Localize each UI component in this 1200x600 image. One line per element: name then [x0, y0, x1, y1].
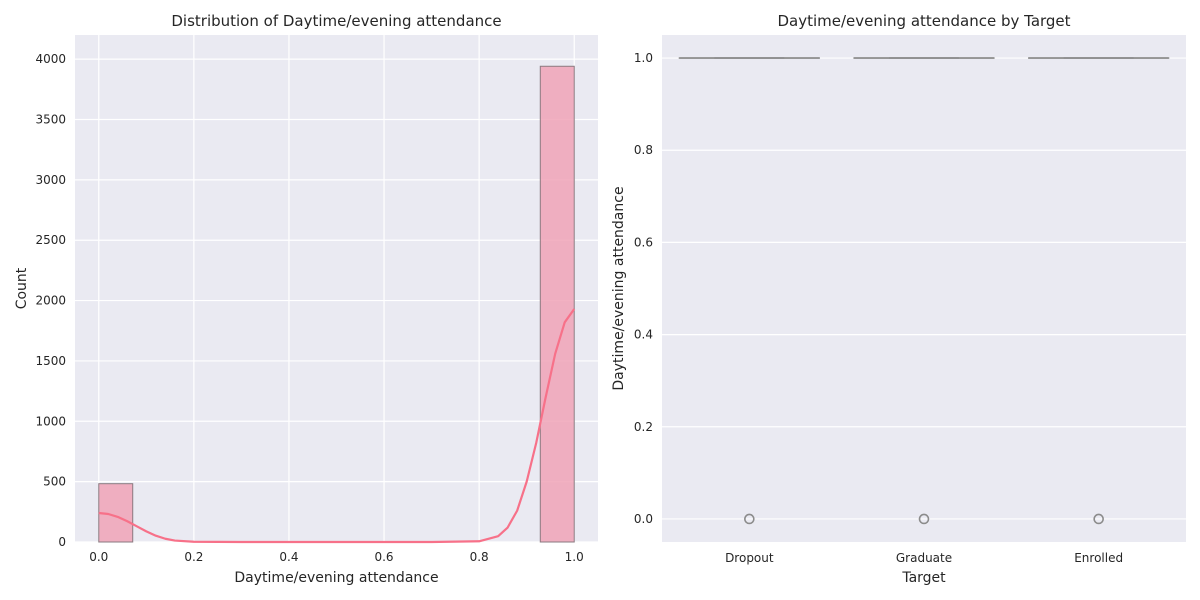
boxplot-y-tick-label: 0.2 — [634, 420, 653, 434]
histogram-x-tick-label: 0.6 — [374, 550, 393, 564]
histogram-x-tick-label: 0.8 — [470, 550, 489, 564]
histogram-y-tick-label: 1500 — [35, 354, 66, 368]
boxplot-panel: Dropout Graduate Enrolled 0.0 0.2 0.4 0.6 0.8 1… — [611, 12, 1186, 586]
boxplot-title: Daytime/evening attendance by Target — [777, 12, 1070, 30]
boxplot-y-tick-label: 1.0 — [634, 51, 653, 65]
boxplot-y-tick-label: 0.8 — [634, 143, 653, 157]
boxplot-y-tick-label: 0.6 — [634, 235, 653, 249]
histogram-x-tick-labels: 0.0 0.2 0.4 0.6 0.8 1.0 — [89, 550, 584, 564]
histogram-x-tick-label: 0.2 — [184, 550, 203, 564]
histogram-y-tick-label: 1000 — [35, 414, 66, 428]
boxplot-x-tick-labels: Dropout Graduate Enrolled — [725, 551, 1123, 565]
boxplot-y-tick-label: 0.4 — [634, 328, 653, 342]
boxplot-y-axis-label: Daytime/evening attendance — [611, 186, 627, 390]
boxplot-y-tick-label: 0.0 — [634, 512, 653, 526]
histogram-x-tick-label: 0.0 — [89, 550, 108, 564]
histogram-y-tick-label: 4000 — [35, 52, 66, 66]
histogram-y-tick-label: 0 — [58, 535, 66, 549]
boxplot-boxes — [678, 57, 1170, 525]
boxplot-y-tick-labels: 0.0 0.2 0.4 0.6 0.8 1.0 — [634, 51, 653, 526]
histogram-title: Distribution of Daytime/evening attendan… — [171, 12, 501, 30]
histogram-plot-area — [75, 35, 598, 542]
histogram-y-axis-label: Count — [14, 267, 30, 309]
kde-curve-group — [98, 308, 576, 544]
histogram-y-tick-label: 2000 — [35, 294, 66, 308]
kde-line — [98, 308, 576, 544]
histogram-bars — [98, 65, 575, 543]
outlier-point — [1093, 513, 1104, 525]
boxplot-x-axis-label: Target — [901, 570, 946, 586]
outlier-point — [918, 513, 930, 525]
boxplot-x-tick-label: Enrolled — [1074, 551, 1123, 565]
histogram-y-tick-label: 3500 — [35, 113, 66, 127]
histogram-y-tick-label: 500 — [43, 475, 66, 489]
histogram-y-tick-label: 2500 — [35, 233, 66, 247]
histogram-panel: 0.0 0.2 0.4 0.6 0.8 1.0 0 500 1000 1500 2000 2500 3… — [14, 12, 598, 586]
boxplot-x-tick-label: Dropout — [725, 551, 774, 565]
histogram-x-tick-label: 1.0 — [565, 550, 584, 564]
histogram-y-tick-labels: 0 500 1000 1500 2000 2500 3000 3500 4000 — [35, 52, 66, 549]
outlier-point — [744, 513, 755, 525]
histogram-y-tick-label: 3000 — [35, 173, 66, 187]
boxplot-x-tick-label: Graduate — [896, 551, 952, 565]
histogram-x-axis-label: Daytime/evening attendance — [234, 570, 438, 586]
boxplot-plot-area — [662, 35, 1186, 542]
histogram-bar — [539, 65, 575, 543]
histogram-x-tick-label: 0.4 — [279, 550, 298, 564]
